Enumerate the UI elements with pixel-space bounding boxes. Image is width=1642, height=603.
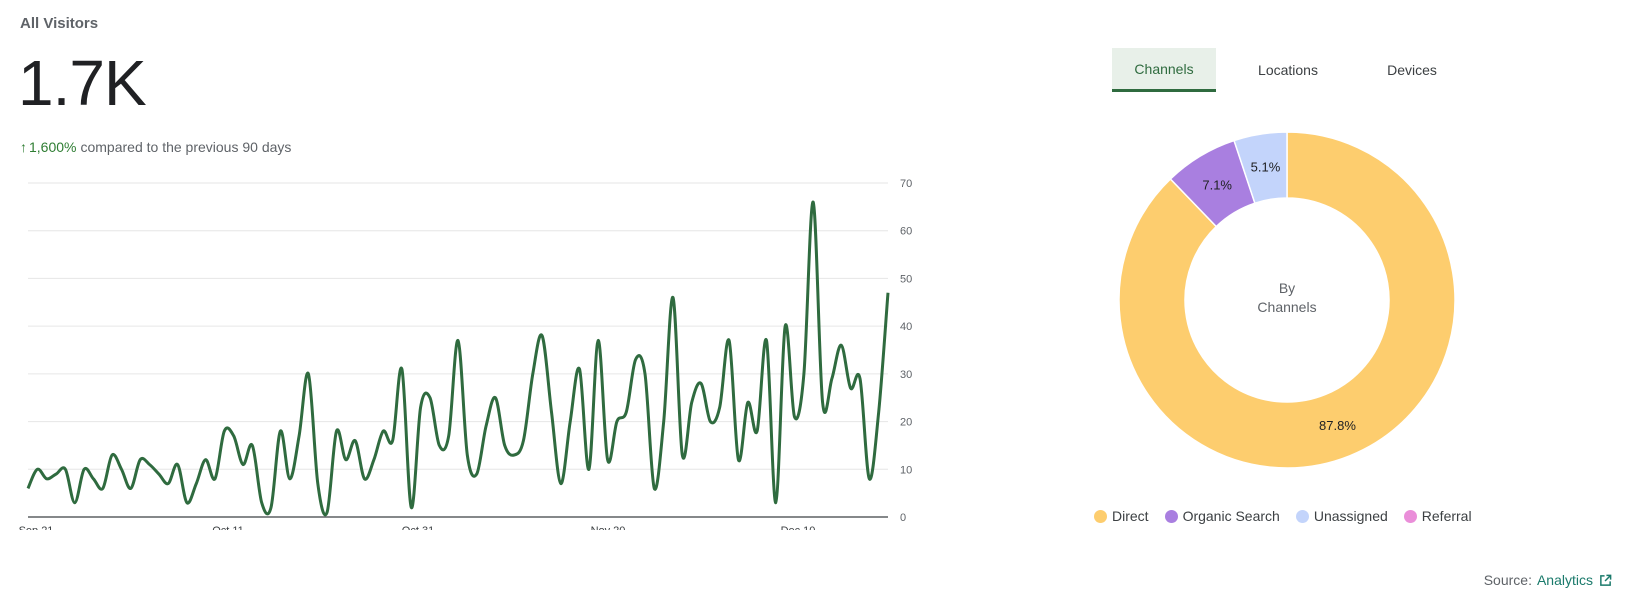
y-tick-label: 60 [900,226,912,238]
y-tick-label: 40 [900,321,912,333]
legend-label-organic-search: Organic Search [1182,508,1280,524]
y-tick-label: 10 [900,464,912,476]
y-tick-label: 30 [900,369,912,381]
legend-item-referral[interactable]: Referral [1403,508,1472,524]
y-tick-label: 20 [900,417,912,429]
legend-swatch-organic-search [1164,509,1178,523]
x-tick-label: Sep 21 [19,525,54,530]
total-visitors-value: 1.7K [18,47,147,119]
legend-label-unassigned: Unassigned [1313,508,1388,524]
external-link-icon[interactable] [1599,574,1612,587]
tab-locations[interactable]: Locations [1258,62,1318,78]
channels-donut-chart: 87.8% 7.1% 5.1% By Channels [1118,131,1456,469]
legend-swatch-unassigned [1295,509,1309,523]
breakdown-tabs: Channels Locations Devices [1112,48,1484,92]
source-footer: Source: Analytics [1484,572,1612,588]
legend-item-organic-search[interactable]: Organic Search [1164,508,1280,524]
donut-slice-label-unassigned: 5.1% [1251,160,1281,175]
donut-legend: Direct Organic Search Unassigned Referra… [1094,508,1488,524]
x-tick-label: Oct 31 [402,525,434,530]
legend-label-direct: Direct [1112,508,1149,524]
analytics-link[interactable]: Analytics [1536,572,1593,588]
x-tick-label: Oct 11 [212,525,244,530]
x-tick-label: Dec 10 [781,525,816,530]
donut-center-label-line1: By [1279,280,1295,296]
page-title: All Visitors [20,15,99,32]
change-text: compared to the previous 90 days [80,139,292,155]
legend-swatch-direct [1094,509,1107,523]
arrow-up-icon: ↑ [20,139,27,155]
change-percent: 1,600% [29,139,77,155]
visitors-series-line [26,200,890,517]
donut-slice-direct [1118,131,1456,469]
donut-slice-label-direct: 87.8% [1319,418,1356,433]
y-tick-label: 0 [900,512,906,524]
y-tick-label: 70 [900,178,912,190]
visitors-line-chart: 0 10 20 30 40 50 60 70 Sep 21 Oct 11 Oct 31 Nov 20 D… [19,178,913,530]
legend-item-unassigned[interactable]: Unassigned [1295,508,1388,524]
y-tick-label: 50 [900,273,912,285]
source-label: Source: [1483,572,1532,588]
donut-center-label-line2: Channels [1257,299,1316,315]
comparison-row: ↑ 1,600% compared to the previous 90 day… [20,139,291,155]
donut-slice-unassigned [1233,131,1288,205]
legend-item-direct[interactable]: Direct [1094,508,1149,524]
legend-swatch-referral [1403,509,1417,523]
legend-label-referral: Referral [1421,508,1472,524]
tab-channels[interactable]: Channels [1112,48,1216,92]
tab-devices[interactable]: Devices [1387,62,1437,78]
x-tick-label: Nov 20 [591,525,626,530]
donut-slice-label-organic-search: 7.1% [1202,177,1232,192]
